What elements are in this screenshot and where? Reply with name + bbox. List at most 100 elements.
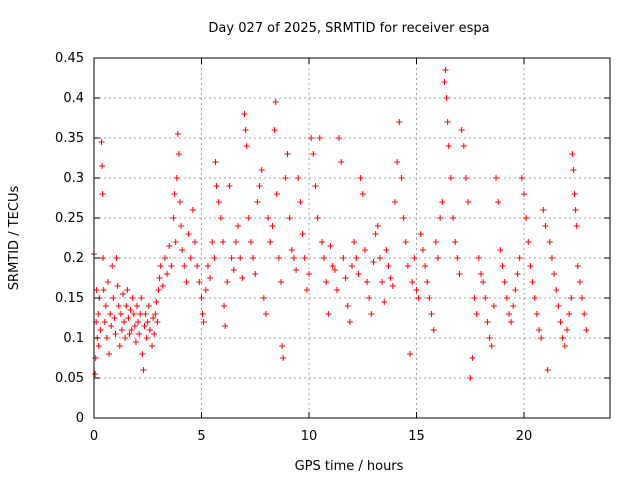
data-point [137,311,144,317]
data-point [149,343,156,349]
data-point [179,247,186,253]
data-point [312,183,319,189]
data-point [199,311,206,317]
data-point [443,95,450,101]
plot-frame [93,57,611,419]
data-point [126,331,133,337]
data-point [124,287,131,293]
data-point [164,271,171,277]
data-point [102,303,109,309]
data-point [340,255,347,261]
data-point [452,239,459,245]
data-point [396,119,403,125]
data-point [161,255,168,261]
y-tick-label: 0.05 [55,371,84,386]
data-point [252,271,259,277]
data-point [355,271,362,277]
data-point [469,355,476,361]
data-point [258,167,265,173]
data-point [321,255,328,261]
data-point [333,287,340,293]
data-point [211,255,218,261]
data-point [482,295,489,301]
data-point [490,303,497,309]
data-point [108,323,115,329]
data-point [310,151,317,157]
data-point [263,311,269,317]
data-point [93,287,100,293]
data-point [521,191,527,197]
data-point [166,243,173,249]
data-point [394,159,401,165]
data-point [402,239,409,245]
data-point [146,327,153,333]
data-point [170,215,177,221]
data-point [196,279,203,285]
data-point [428,311,435,317]
data-point [368,311,375,317]
data-point [301,255,308,261]
data-point [450,215,457,221]
data-point [447,175,454,181]
data-point [151,331,158,337]
data-point [493,175,500,181]
data-point [372,231,379,237]
data-point [107,311,114,317]
data-point [576,279,583,285]
data-point [471,295,478,301]
data-point [243,143,250,149]
data-point [555,303,562,309]
data-point [241,111,248,117]
data-point [172,239,179,245]
data-point [293,267,300,273]
data-point [570,167,577,173]
data-point [475,255,482,261]
axes: 0 0.05 0.1 0.15 0.2 0.25 0.3 0.35 0.4 0.45 0 5 10 15 2… [55,51,610,444]
data-point [478,271,484,277]
data-point [290,255,297,261]
data-point [564,327,570,333]
data-point [118,327,125,333]
data-point [523,215,530,221]
data-point [505,311,512,317]
data-point [150,315,157,321]
data-point [525,239,532,245]
data-point [204,263,211,269]
data-point [462,175,469,181]
data-point [435,255,441,261]
data-point [460,143,467,149]
data-point [168,263,175,269]
data-point [152,311,159,317]
data-point [209,239,216,245]
data-point [512,287,519,293]
y-tick-label: 0.25 [55,211,84,226]
data-point [444,119,451,125]
data-point [497,247,504,253]
data-point [239,275,246,281]
data-point [187,255,194,261]
data-point [495,199,502,205]
data-point [157,263,164,269]
data-point [299,231,306,237]
data-point [531,295,538,301]
data-point [194,263,201,269]
data-point [121,319,128,325]
data-point [92,371,99,377]
data-point [101,319,108,325]
data-point [357,175,364,181]
data-point [122,335,129,341]
data-point [99,191,106,197]
data-point [284,151,291,157]
data-point [271,127,278,133]
data-point [456,271,463,277]
data-point [518,175,525,181]
data-point [273,191,280,197]
data-point [413,287,420,293]
data-point [316,135,323,141]
data-point [154,319,161,325]
y-tick-label: 0.3 [63,171,84,186]
data-point [361,247,368,253]
data-point [95,311,102,317]
data-point [559,335,566,341]
